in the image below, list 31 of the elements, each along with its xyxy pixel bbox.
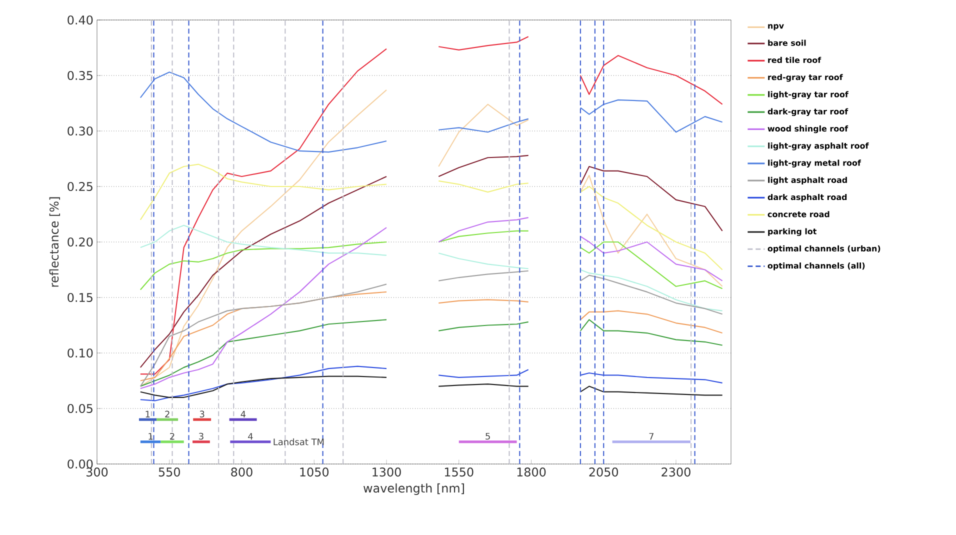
y-tick-label: 0.15 — [68, 292, 92, 302]
x-tick-label: 800 — [231, 468, 252, 477]
annotation: 1 — [148, 433, 153, 440]
annotation: 1 — [146, 410, 150, 418]
x-tick-label: 1800 — [517, 468, 546, 477]
annotation: 4 — [240, 410, 246, 418]
x-tick-label: 1550 — [444, 468, 474, 477]
annotation: 4 — [248, 433, 253, 440]
y-tick-label: 0.00 — [68, 459, 93, 469]
annotation: 3 — [200, 410, 204, 418]
x-tick-label: 2050 — [589, 468, 618, 477]
x-tick-label: 2300 — [662, 468, 690, 477]
x-tick-label: 300 — [86, 468, 108, 477]
x-tick-label: 1300 — [372, 468, 401, 477]
annotation: 2 — [170, 432, 174, 440]
y-tick-label: 0.20 — [68, 237, 93, 247]
annotation: 7 — [649, 433, 654, 440]
y-tick-label: 0.10 — [68, 348, 93, 358]
y-tick-label: 0.30 — [68, 126, 93, 136]
x-axis-title: wavelength [nm] — [364, 483, 464, 495]
annotation: 5 — [486, 432, 490, 440]
y-tick-label: 0.35 — [68, 70, 92, 80]
y-tick-label: 0.05 — [68, 404, 92, 414]
annotation: 2 — [165, 410, 170, 418]
y-axis-title: reflectance [%] — [49, 197, 60, 287]
x-tick-label: 1050 — [300, 468, 329, 477]
x-tick-label: 550 — [158, 468, 180, 477]
y-tick-label: 0.40 — [68, 15, 93, 25]
annotation: 3 — [199, 432, 204, 440]
y-tick-label: 0.25 — [68, 182, 92, 192]
annotation: Landsat TM — [274, 438, 324, 446]
